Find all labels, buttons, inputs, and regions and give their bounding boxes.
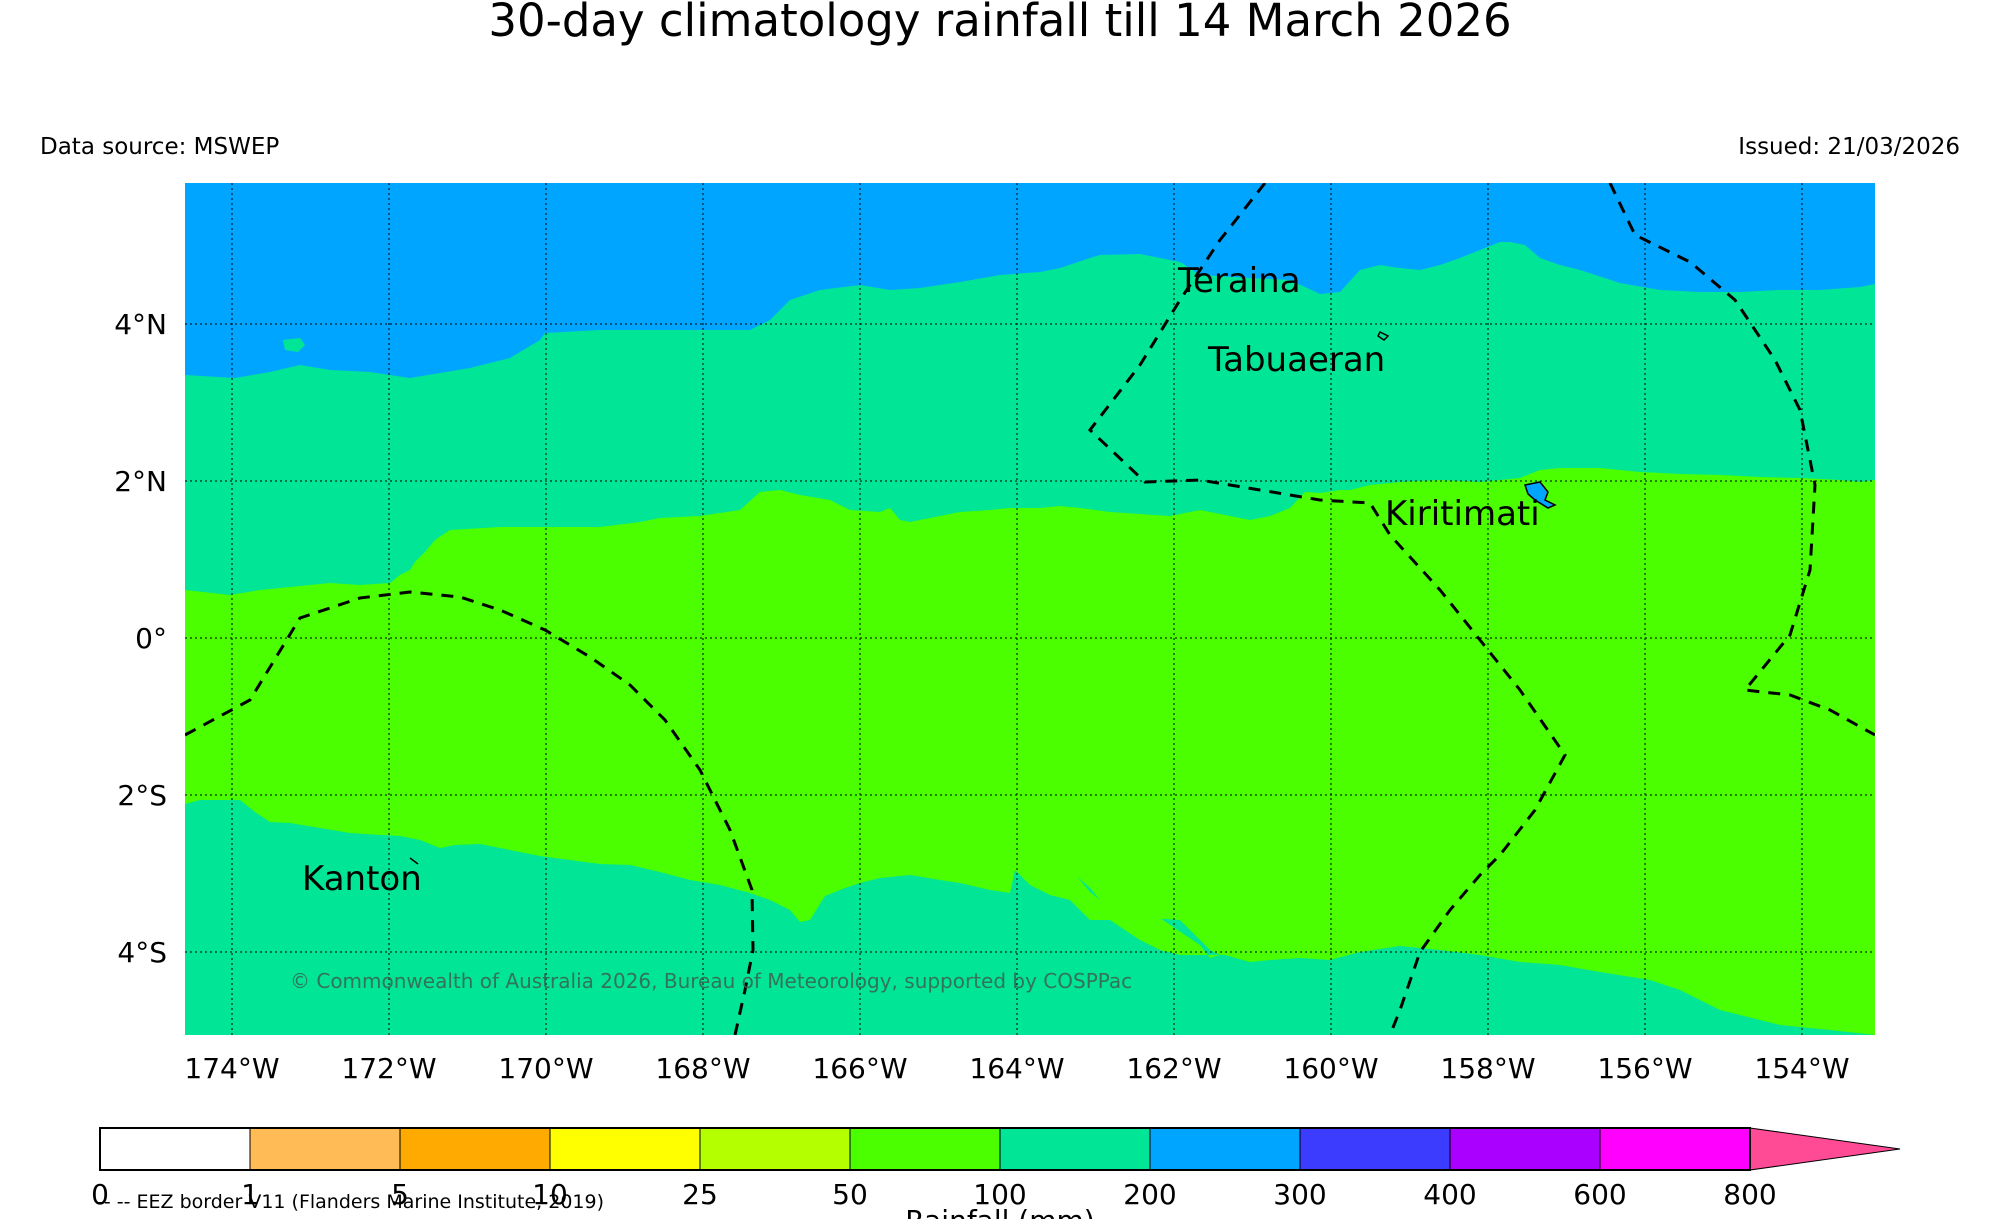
longitude-tick-label: 158°W	[1440, 1052, 1535, 1085]
place-label-teraina: Teraina	[1177, 261, 1301, 301]
colorbar-outline	[99, 1127, 1751, 1171]
longitude-tick-label: 160°W	[1283, 1052, 1378, 1085]
figure-title: 30-day climatology rainfall till 14 Marc…	[488, 0, 1511, 47]
longitude-tick-label: 164°W	[969, 1052, 1064, 1085]
rainfall-patch-small	[283, 338, 305, 352]
colorbar-segment	[1599, 1127, 1751, 1171]
eez-legend: -- -- EEZ border V11 (Flanders Marine In…	[97, 1191, 604, 1213]
place-label-kiritimati: Kiritimati	[1385, 494, 1540, 534]
colorbar-tick-label: 400	[1423, 1178, 1476, 1211]
colorbar-tick-label: 600	[1573, 1178, 1626, 1211]
longitude-labels: 174°W 172°W 170°W 168°W 166°W 164°W 162°W 160°W…	[184, 1052, 1849, 1085]
colorbar-tick-label: 800	[1723, 1178, 1776, 1211]
longitude-tick-label: 172°W	[341, 1052, 436, 1085]
latitude-tick-label: 2°N	[114, 465, 167, 498]
colorbar-segment	[399, 1127, 551, 1171]
latitude-tick-label: 2°S	[117, 779, 167, 812]
colorbar-segment	[849, 1127, 1001, 1171]
eez-border-east	[1608, 183, 1875, 737]
colorbar: 0 1 5 10 25 50 100 200 300 400 600 800	[91, 1127, 1901, 1211]
map-area: Teraina Tabuaeran Kiritimati Kanton © Co…	[185, 183, 1875, 1035]
latitude-tick-label: 0°	[135, 622, 167, 655]
kanton-island	[409, 857, 419, 865]
colorbar-segment	[699, 1127, 851, 1171]
eez-borders	[185, 183, 1875, 1035]
place-label-kanton: Kanton	[302, 859, 422, 899]
graticule	[185, 183, 1875, 1035]
longitude-tick-label: 156°W	[1597, 1052, 1692, 1085]
colorbar-tick-label: 1	[241, 1178, 259, 1211]
copyright-notice: © Commonwealth of Australia 2026, Bureau…	[290, 969, 1132, 993]
longitude-tick-label: 166°W	[812, 1052, 907, 1085]
colorbar-tick-label: 200	[1123, 1178, 1176, 1211]
colorbar-segment	[999, 1127, 1151, 1171]
latitude-labels: 4°N 2°N 0° 2°S 4°S	[114, 308, 167, 969]
issued-date-label: Issued: 21/03/2026	[1738, 134, 1960, 160]
latitude-tick-label: 4°N	[114, 308, 167, 341]
colorbar-extend-arrow	[1749, 1127, 1901, 1171]
tabuaeran-island	[1377, 330, 1390, 341]
colorbar-segment	[549, 1127, 701, 1171]
kiritimati-island	[1524, 481, 1557, 509]
longitude-tick-label: 154°W	[1754, 1052, 1849, 1085]
colorbar-segment	[1149, 1127, 1301, 1171]
rainfall-band-50-100	[185, 468, 1875, 1035]
longitude-tick-label: 170°W	[498, 1052, 593, 1085]
colorbar-segment	[99, 1127, 251, 1171]
data-source-label: Data source: MSWEP	[40, 134, 279, 160]
longitude-tick-label: 174°W	[184, 1052, 279, 1085]
colorbar-label: Rainfall (mm)	[905, 1204, 1094, 1219]
colorbar-tick-label: 5	[391, 1178, 409, 1211]
colorbar-tick-label: 100	[973, 1178, 1026, 1211]
colorbar-tick-label: 300	[1273, 1178, 1326, 1211]
latitude-tick-label: 4°S	[117, 936, 167, 969]
colorbar-tick-label: 25	[682, 1178, 718, 1211]
colorbar-tick-label: 10	[532, 1178, 568, 1211]
longitude-tick-label: 162°W	[1126, 1052, 1221, 1085]
colorbar-segment	[1449, 1127, 1601, 1171]
colorbar-segment	[249, 1127, 401, 1171]
longitude-tick-label: 168°W	[655, 1052, 750, 1085]
place-label-tabuaeran: Tabuaeran	[1207, 340, 1385, 380]
colorbar-tick-label: 50	[832, 1178, 868, 1211]
eez-border-phoenix	[185, 590, 755, 1035]
colorbar-segment	[1299, 1127, 1451, 1171]
eez-border-line-islands	[1087, 183, 1567, 1035]
colorbar-tick-label: 0	[91, 1178, 109, 1211]
